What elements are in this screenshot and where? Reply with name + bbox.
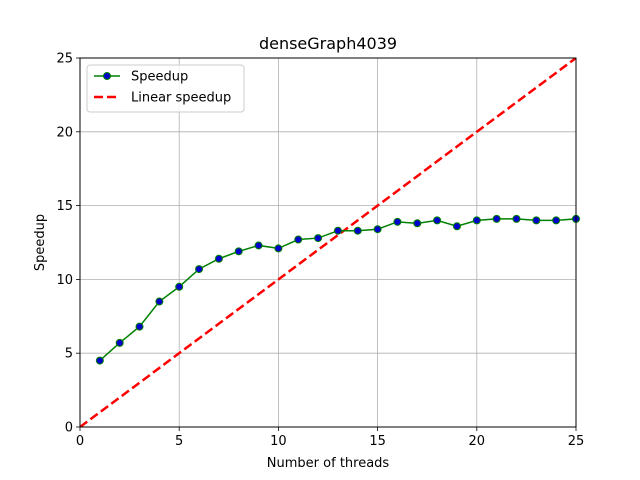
y-tick-label: 15 [56,199,73,214]
plot-frame [79,57,577,428]
speedup-point [135,322,144,331]
speedup-point [254,241,263,250]
x-tick-label: 10 [270,434,287,449]
speedup-point [314,234,323,243]
x-tick-label: 25 [568,434,585,449]
x-tick-label: 20 [469,434,486,449]
speedup-point [234,247,243,256]
speedup-point [353,226,362,235]
speedup-point [95,356,104,365]
speedup-point [175,282,184,291]
speedup-point [274,244,283,253]
series-layer [80,58,580,427]
speedup-point [433,216,442,225]
speedup-point [472,216,481,225]
linear-speedup-line [80,58,576,427]
y-tick-label: 25 [56,52,73,67]
y-tick-label: 0 [65,421,73,436]
speedup-point [195,265,204,274]
speedup-point [115,338,124,347]
x-tick-label: 0 [76,434,84,449]
legend: Speedup Linear speedup [86,64,245,113]
speedup-point [333,226,342,235]
speedup-point [373,225,382,234]
speedup-point [512,214,521,223]
speedup-point [492,214,501,223]
legend-speedup-label: Speedup [131,70,188,85]
y-tick-label: 10 [56,273,73,288]
speedup-point [294,235,303,244]
speedup-point [452,222,461,231]
speedup-point [155,297,164,306]
speedup-point [214,254,223,263]
chart-title: denseGraph4039 [259,34,397,53]
y-axis-label: Speedup [33,214,48,271]
speedup-point [393,217,402,226]
x-tick-label: 15 [369,434,386,449]
x-tick-label: 5 [175,434,183,449]
speedup-point [413,219,422,228]
x-axis-label: Number of threads [267,456,390,471]
axis-ticks: 0 5 10 15 20 25 0 5 10 15 20 25 [56,52,584,450]
legend-linear-label: Linear speedup [131,91,231,106]
y-tick-label: 20 [56,125,73,140]
legend-box [86,64,245,113]
speedup-point [552,216,561,225]
grid-lines [79,57,577,428]
legend-speedup-marker [103,72,111,80]
y-tick-label: 5 [65,347,73,362]
speedup-point [532,216,541,225]
